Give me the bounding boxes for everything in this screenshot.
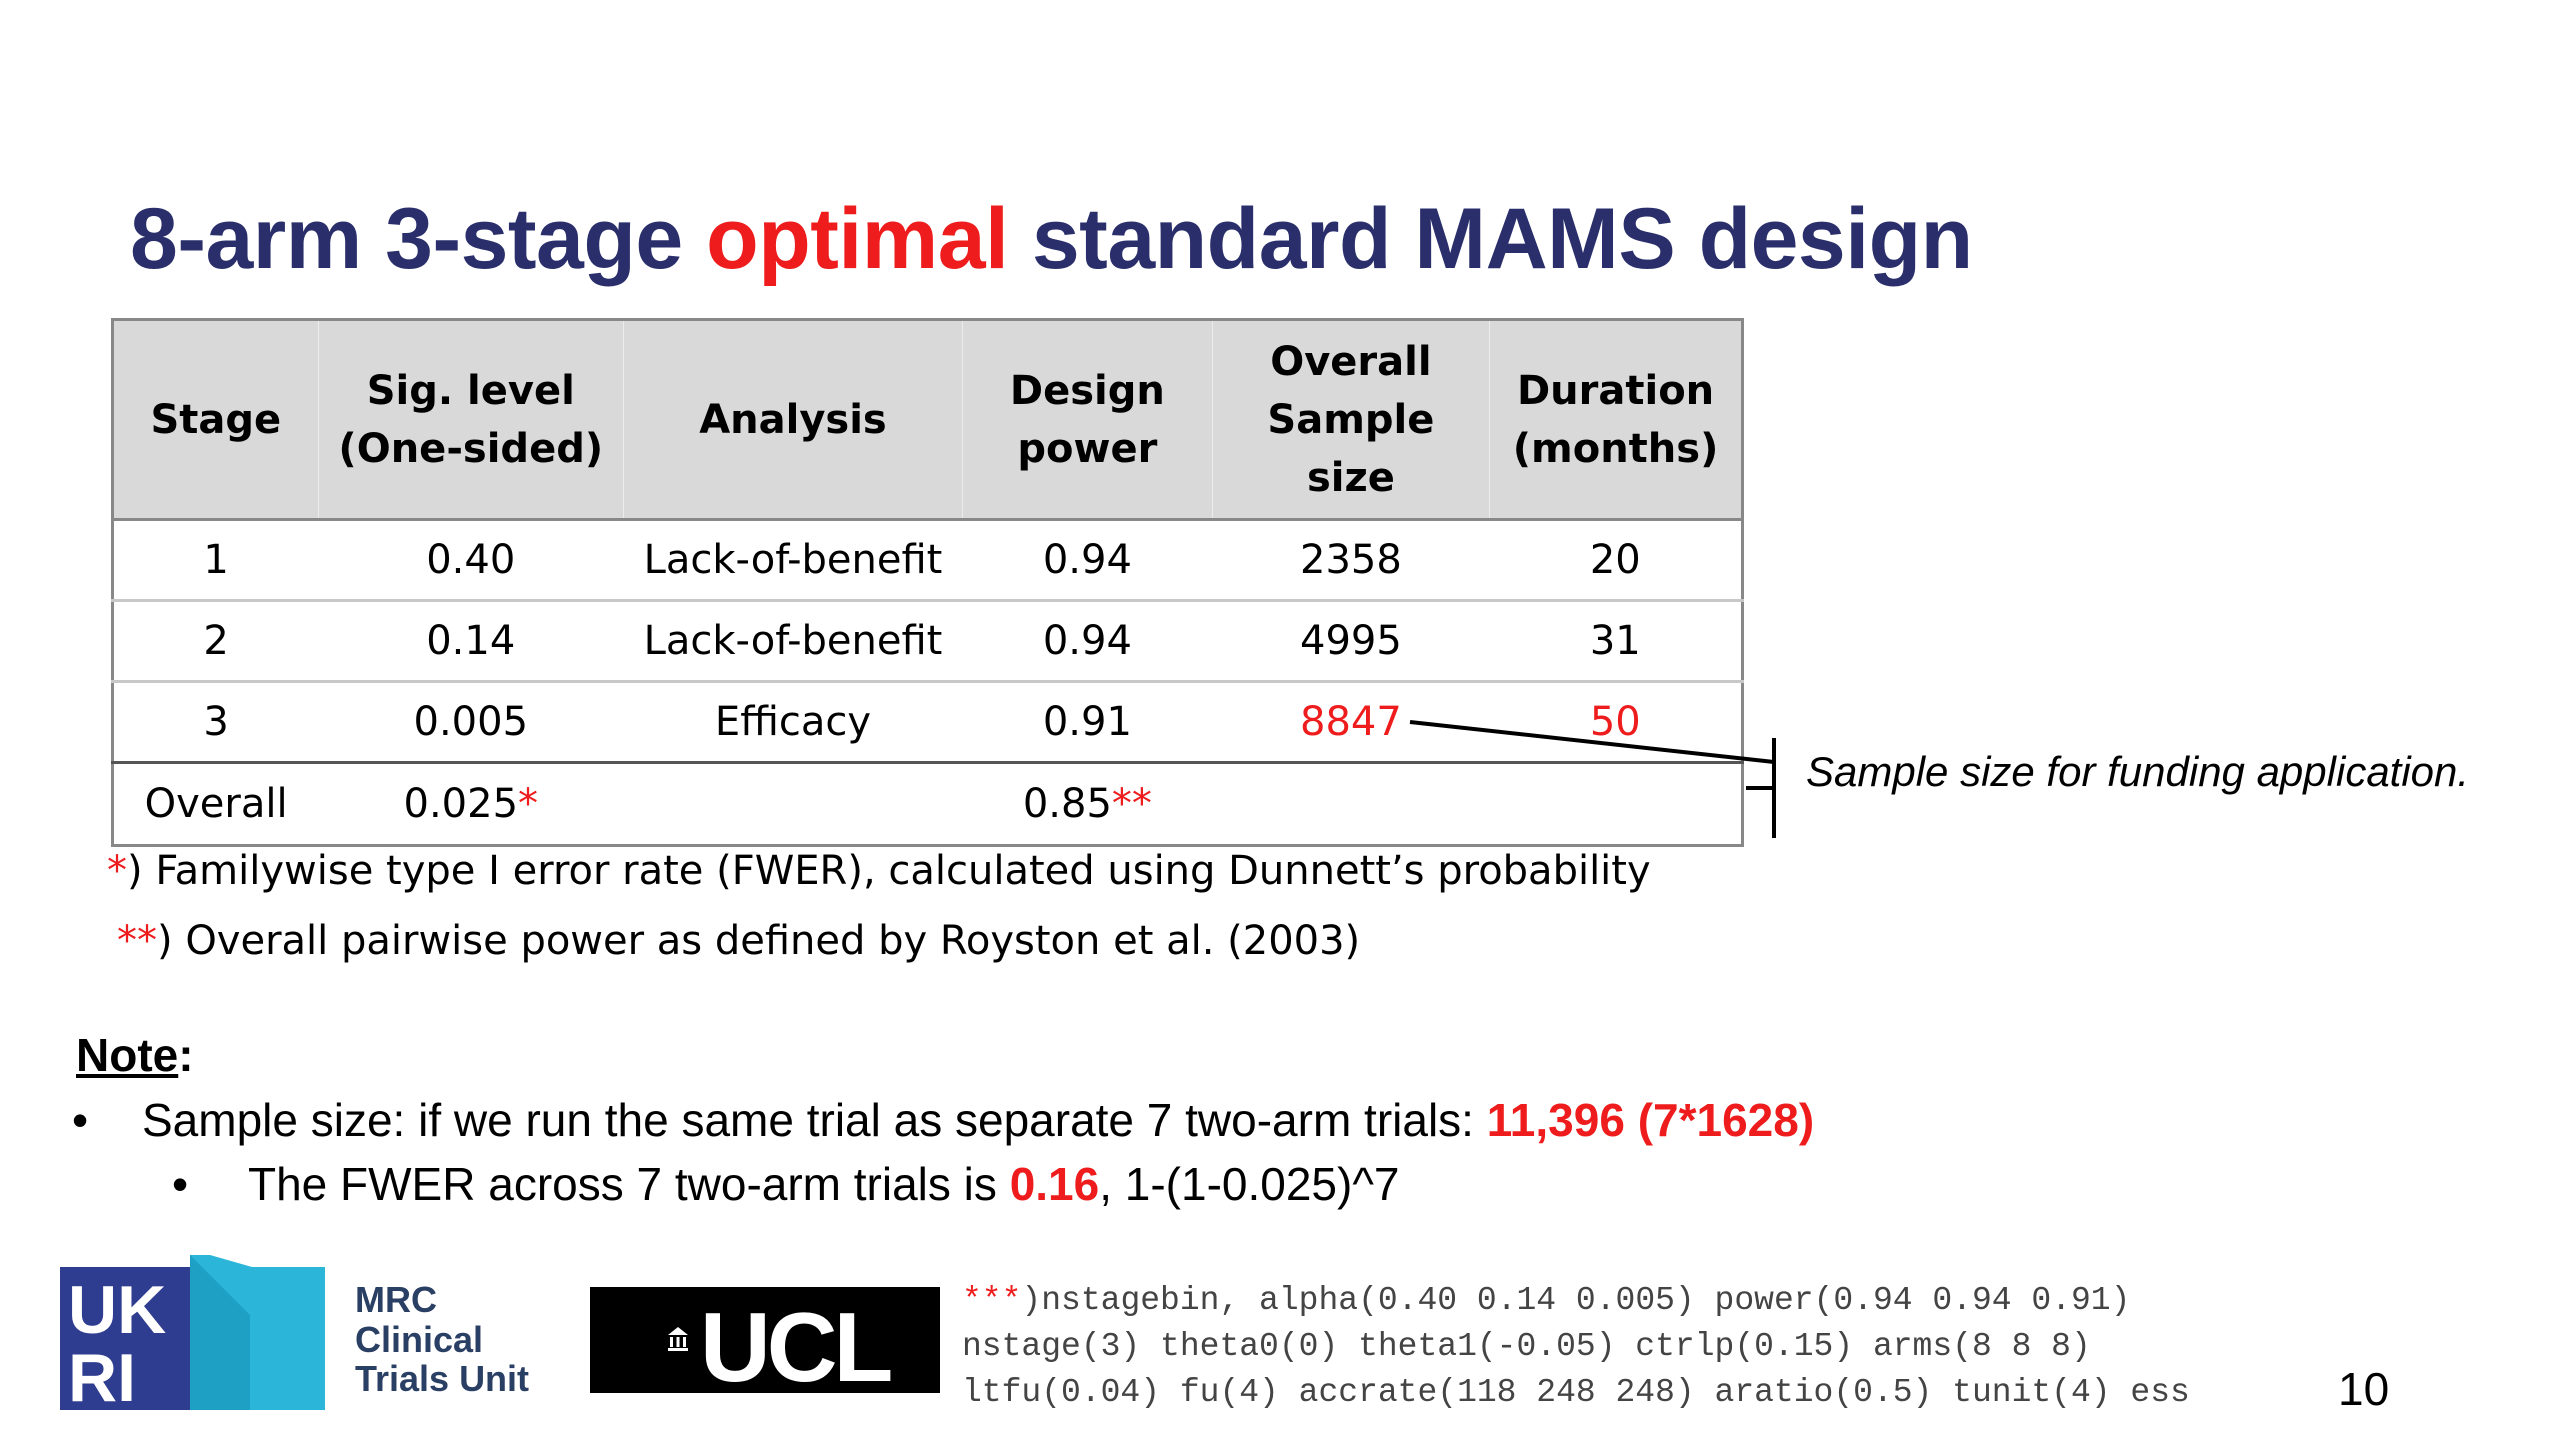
note-bullet-1: • Sample size: if we run the same trial a… — [72, 1094, 1815, 1146]
stata-command: ***)nstagebin, alpha(0.40 0.14 0.005) po… — [962, 1282, 2190, 1411]
cell-overall-power: 0.85** — [962, 762, 1213, 847]
header-analysis: Analysis — [622, 319, 964, 520]
cell-sample: 2358 — [1212, 519, 1490, 602]
ukri-ri-text: RI — [68, 1340, 136, 1410]
ucl-logo-text: UCL — [700, 1292, 893, 1402]
cell-sig: 0.14 — [318, 600, 624, 683]
title-part2: standard MAMS design — [1008, 191, 1973, 287]
header-sample-size: Overall Sample size — [1211, 319, 1491, 520]
bullet-dot: • — [172, 1158, 189, 1210]
header-stage: Stage — [112, 319, 319, 520]
footnote-power: **) Overall pairwise power as defined by… — [117, 918, 1361, 964]
page-number: 10 — [2338, 1363, 2390, 1415]
cell-power: 0.91 — [962, 681, 1213, 764]
ucl-portico-icon — [668, 1327, 688, 1351]
cell-stage: 1 — [112, 519, 319, 602]
cell-overall-duration — [1489, 762, 1743, 847]
slide-title: 8-arm 3-stage optimal standard MAMS desi… — [130, 190, 1973, 289]
cell-sample: 4995 — [1212, 600, 1490, 683]
double-asterisk-mark: ** — [1111, 781, 1152, 827]
cell-analysis: Lack-of-benefit — [623, 519, 963, 602]
table-overall-row: Overall 0.025* 0.85** — [112, 762, 1743, 847]
header-design-power: Design power — [962, 319, 1213, 520]
design-table: Stage Sig. level (One-sided) Analysis Des… — [111, 318, 1744, 847]
cell-sig: 0.005 — [318, 681, 624, 764]
cell-duration: 31 — [1489, 600, 1743, 683]
cell-duration: 20 — [1489, 519, 1743, 602]
cell-analysis: Efficacy — [623, 681, 963, 764]
title-part1: 8-arm 3-stage — [130, 191, 707, 287]
table-row: 3 0.005 Efficacy 0.91 8847 50 — [112, 681, 1743, 764]
cell-stage: 2 — [112, 600, 319, 683]
footnote-fwer: *) Familywise type I error rate (FWER), … — [107, 848, 1651, 894]
asterisk-mark: * — [518, 781, 539, 827]
note-bullet-2: • The FWER across 7 two-arm trials is 0.1… — [172, 1158, 1400, 1210]
cell-sig: 0.40 — [318, 519, 624, 602]
cell-overall-sig: 0.025* — [318, 762, 624, 847]
header-sig-level: Sig. level (One-sided) — [317, 319, 624, 520]
table-header-row: Stage Sig. level (One-sided) Analysis Des… — [112, 319, 1743, 520]
note-heading: Note: — [76, 1029, 194, 1081]
cell-duration-highlight: 50 — [1489, 681, 1743, 764]
mrc-ctu-logo-text: MRC Clinical Trials Unit — [355, 1279, 530, 1400]
title-highlight: optimal — [706, 191, 1009, 287]
cell-overall-label: Overall — [112, 762, 319, 847]
table-row: 1 0.40 Lack-of-benefit 0.94 2358 20 — [112, 519, 1743, 602]
cell-analysis: Lack-of-benefit — [623, 600, 963, 683]
cell-overall-analysis — [623, 762, 963, 847]
cell-power: 0.94 — [962, 519, 1213, 602]
callout-label: Sample size for funding application. — [1806, 748, 2470, 795]
cell-overall-sample — [1212, 762, 1490, 847]
table-row: 2 0.14 Lack-of-benefit 0.94 4995 31 — [112, 600, 1743, 683]
ucl-logo: UCL — [590, 1287, 940, 1402]
cell-sample-highlight: 8847 — [1212, 681, 1490, 764]
ukri-uk-text: UK — [68, 1272, 166, 1348]
cell-power: 0.94 — [962, 600, 1213, 683]
cell-stage: 3 — [112, 681, 319, 764]
header-duration: Duration (months) — [1489, 319, 1743, 520]
bullet-dot: • — [72, 1094, 89, 1146]
ukri-logo: UK RI — [60, 1255, 325, 1410]
